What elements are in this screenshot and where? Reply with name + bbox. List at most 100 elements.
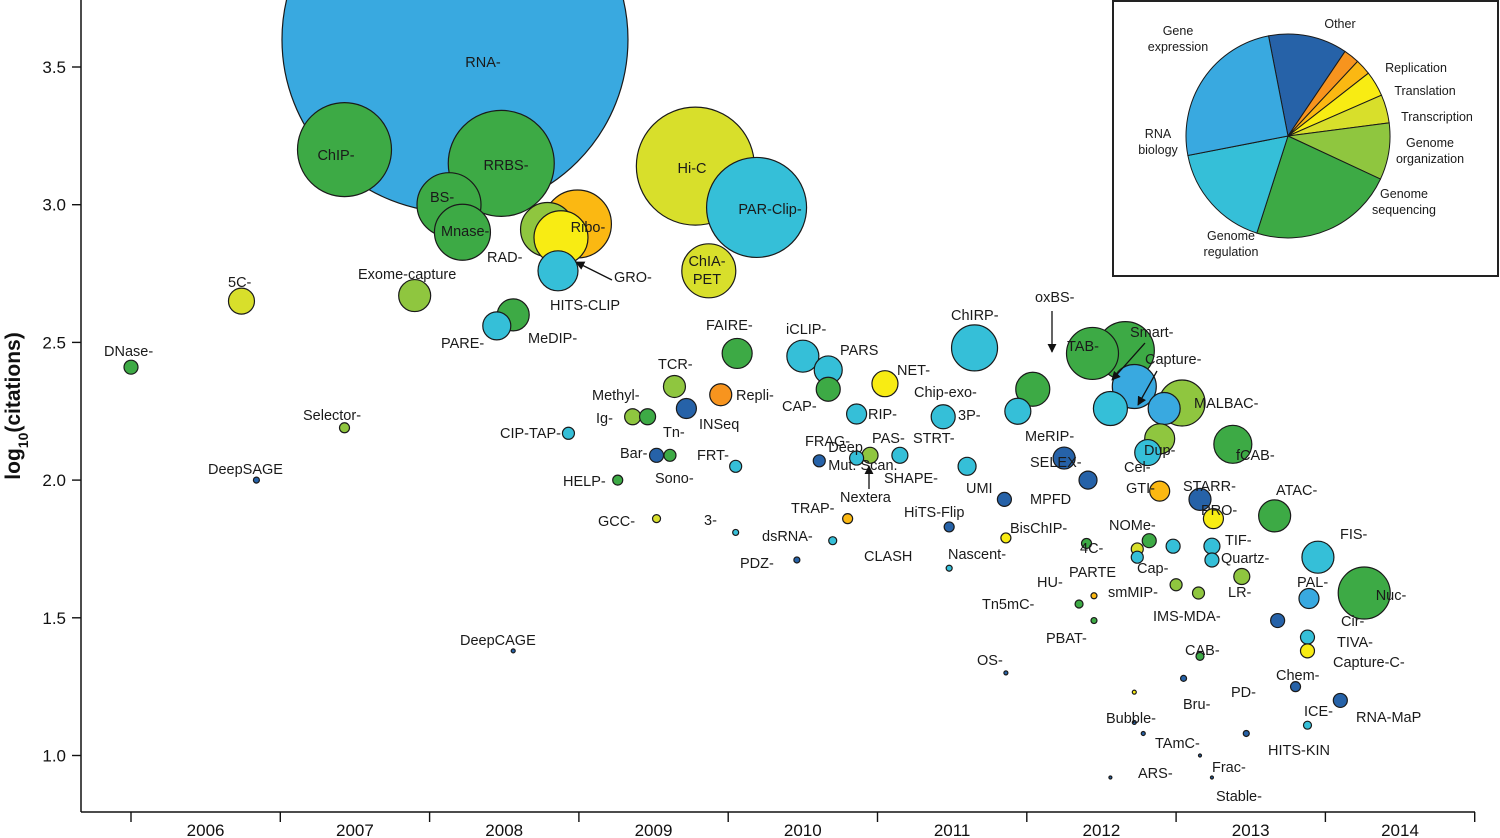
- bubble-deepcage: [510, 648, 516, 654]
- label-pare: PARE-: [441, 336, 484, 352]
- label-os: OS-: [977, 653, 1003, 669]
- label-rip: RIP-: [868, 407, 897, 423]
- label-bischip: BisChIP-: [1010, 521, 1067, 537]
- label-exome-capture: Exome-capture: [358, 267, 456, 283]
- pie-label-rna-biology: RNA biology: [1138, 127, 1178, 157]
- bubble-merip: [1092, 390, 1129, 427]
- label-chip: ChIP-: [317, 148, 354, 164]
- label-capture: Capture-: [1145, 352, 1202, 368]
- bubble-fis: [1301, 540, 1335, 574]
- bubble-strt: [930, 404, 956, 430]
- bubble-repli: [709, 383, 733, 407]
- bubble-shape: [957, 456, 977, 476]
- label-ims-mda: IMS-MDA-: [1153, 609, 1221, 625]
- arrow-gro: [575, 261, 613, 281]
- label-pars: PARS: [840, 343, 878, 359]
- bubble-deepsage: [252, 476, 261, 484]
- label-deepsage: DeepSAGE: [208, 462, 283, 478]
- label-hits-clip: HITS-CLIP: [550, 298, 620, 314]
- bubble-cir: [1270, 612, 1286, 629]
- bubble-capture: [1147, 391, 1181, 426]
- y-axis-label: log10(citations): [2, 332, 31, 479]
- label-pdz: PDZ-: [740, 556, 774, 572]
- bubble-hits-clip: [537, 250, 579, 292]
- y-tick-label: 2.5: [42, 333, 66, 352]
- pie-slice-other: [1267, 33, 1346, 138]
- label-ice: ICE-: [1304, 704, 1333, 720]
- label-3p: 3P-: [958, 408, 981, 424]
- label-oxbs: oxBS-: [1035, 290, 1075, 306]
- bubble-exome-capture: [398, 278, 432, 313]
- bubble-3: [732, 528, 740, 537]
- y-tick-label: 2.0: [42, 471, 66, 490]
- label-hits-flip: HiTS-Flip: [904, 505, 964, 521]
- bubble-pas: [891, 446, 909, 464]
- label-pas: PAS-: [872, 431, 905, 447]
- bubble-nome: [1141, 533, 1157, 549]
- label-smmip: smMIP-: [1108, 585, 1158, 601]
- label-pro: PRO-: [1201, 503, 1237, 519]
- label-rna-map: RNA-MaP: [1356, 710, 1421, 726]
- label-3: 3-: [704, 513, 717, 529]
- bubble-mpfd: [1078, 470, 1098, 490]
- label-rad: RAD-: [487, 250, 523, 266]
- bubble-ars: [1108, 775, 1113, 780]
- label-bubble: Bubble-: [1106, 711, 1156, 727]
- y-tick-label: 3.0: [42, 196, 66, 215]
- label-tn5mc: Tn5mC-: [982, 597, 1035, 613]
- label-nome: NOMe-: [1109, 518, 1156, 534]
- pie-label-transcription: Transcription: [1401, 110, 1473, 124]
- y-tick-label: 1.0: [42, 747, 66, 766]
- label-merip: MeRIP-: [1025, 429, 1074, 445]
- bubble-methyl: [624, 408, 642, 426]
- bubble-tn5mc: [1074, 599, 1084, 609]
- label-fcab: fCAB-: [1236, 448, 1275, 464]
- bubble-trap: [842, 513, 854, 525]
- bubble-frac: [1197, 753, 1203, 758]
- bubble-tiva: [1299, 629, 1316, 645]
- bubble-dsrna: [828, 536, 838, 546]
- bubble-os: [1003, 670, 1009, 676]
- label-chip-exo: Chip-exo-: [914, 385, 977, 401]
- label-strt: STRT-: [913, 431, 955, 447]
- x-tick-label: 2008: [485, 821, 523, 838]
- label-hu: HU-: [1037, 575, 1063, 591]
- bubble-bru: [1131, 689, 1137, 695]
- label-cip-tap: CIP-TAP-: [500, 426, 561, 442]
- label-shape: SHAPE-: [884, 471, 938, 487]
- bubble-dnase: [123, 359, 139, 375]
- label-selector: Selector-: [303, 408, 361, 424]
- bubble-cab: [1195, 651, 1205, 661]
- bubble-gcc: [651, 514, 662, 524]
- label-chirp: ChIRP-: [951, 308, 999, 324]
- bubble-help: [612, 474, 624, 486]
- label-4c: 4C-: [1080, 541, 1104, 557]
- bubble-umi: [996, 491, 1013, 507]
- label-gti: GTI-: [1126, 481, 1155, 497]
- arrow-capture: [1137, 370, 1158, 406]
- arrow-smart: [1111, 342, 1146, 381]
- label-frac: Frac-: [1212, 760, 1246, 776]
- bubble-ice: [1302, 720, 1313, 730]
- pie-label-gene-expression: Gene expression: [1148, 24, 1208, 54]
- bubble-tn: [675, 397, 697, 420]
- bubble-clash: [945, 564, 953, 572]
- label-frt: FRT-: [697, 448, 729, 464]
- pie-label-genome-organization: Genome organization: [1396, 136, 1464, 166]
- label-cab: CAB-: [1185, 643, 1220, 659]
- bubble-pro: [1202, 508, 1225, 530]
- label-tiva: TIVA-: [1337, 635, 1373, 651]
- label-gcc: GCC-: [598, 514, 635, 530]
- label-medip: MeDIP-: [528, 331, 577, 347]
- bubble-selex: [1052, 446, 1076, 470]
- bubble-quartz: [1204, 552, 1220, 568]
- bubble-3p: [1004, 397, 1032, 425]
- label-chem: Chem-: [1276, 668, 1320, 684]
- label-deep-mut-scan: Deep Mut. Scan.: [828, 440, 897, 474]
- label-smart: Smart-: [1130, 325, 1174, 341]
- x-tick-label: 2009: [635, 821, 673, 838]
- bubble-chirp: [950, 324, 999, 372]
- label-nascent: Nascent-: [948, 547, 1006, 563]
- y-tick-label: 3.5: [42, 58, 66, 77]
- label-lr: LR-: [1228, 585, 1252, 601]
